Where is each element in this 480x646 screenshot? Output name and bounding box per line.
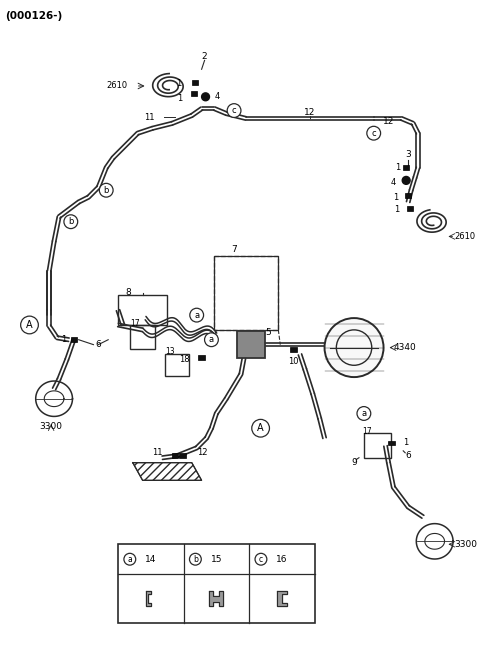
Circle shape — [190, 308, 204, 322]
Circle shape — [64, 215, 78, 229]
Circle shape — [324, 318, 384, 377]
Bar — [215, 256, 278, 330]
Text: 1: 1 — [176, 79, 181, 88]
Text: 11: 11 — [152, 448, 162, 457]
Text: c: c — [372, 129, 376, 138]
Bar — [165, 355, 189, 376]
Circle shape — [402, 176, 410, 184]
Circle shape — [190, 554, 201, 565]
Bar — [198, 355, 205, 360]
Text: 4: 4 — [215, 92, 220, 101]
Bar — [407, 207, 413, 211]
Bar — [237, 331, 264, 359]
Text: 3300: 3300 — [40, 422, 62, 431]
Circle shape — [204, 333, 218, 347]
Bar — [192, 79, 198, 85]
Bar — [364, 433, 391, 458]
Text: 17: 17 — [130, 318, 140, 328]
Text: c: c — [259, 555, 263, 564]
Circle shape — [357, 406, 371, 421]
Text: 7: 7 — [231, 245, 237, 254]
Circle shape — [99, 183, 113, 197]
Text: 15: 15 — [211, 555, 222, 564]
Bar — [130, 325, 156, 349]
Circle shape — [202, 93, 209, 101]
Text: 12: 12 — [304, 108, 315, 117]
Bar — [191, 91, 197, 96]
Text: 9: 9 — [351, 458, 357, 467]
Text: a: a — [361, 409, 366, 418]
Text: 3300: 3300 — [455, 540, 477, 549]
Bar — [118, 545, 315, 623]
Text: A: A — [26, 320, 33, 330]
Text: 2: 2 — [202, 52, 207, 61]
Circle shape — [252, 419, 269, 437]
Polygon shape — [209, 590, 223, 607]
Text: 18: 18 — [179, 355, 190, 364]
Text: 3: 3 — [405, 151, 411, 160]
Text: A: A — [257, 423, 264, 433]
Text: b: b — [104, 186, 109, 194]
Text: 5: 5 — [265, 328, 271, 337]
Bar — [215, 256, 278, 330]
Polygon shape — [277, 590, 287, 607]
Text: 1: 1 — [394, 205, 399, 214]
Text: 4340: 4340 — [394, 343, 416, 352]
Text: b: b — [68, 217, 73, 226]
Circle shape — [367, 127, 381, 140]
Text: (000126-): (000126-) — [5, 11, 62, 21]
Circle shape — [227, 104, 241, 118]
Text: 1: 1 — [393, 193, 398, 202]
Text: a: a — [128, 555, 132, 564]
Circle shape — [124, 554, 136, 565]
Text: 1: 1 — [61, 335, 67, 344]
Circle shape — [255, 554, 267, 565]
Bar — [289, 347, 297, 352]
Bar — [405, 193, 411, 198]
Text: 6: 6 — [405, 452, 411, 460]
Bar — [180, 453, 186, 458]
Text: 11: 11 — [144, 113, 155, 122]
Text: 12: 12 — [197, 448, 207, 457]
Text: 16: 16 — [276, 555, 288, 564]
Text: 1: 1 — [403, 439, 408, 448]
Text: c: c — [232, 106, 236, 115]
Bar — [388, 441, 395, 446]
Circle shape — [21, 316, 38, 334]
Text: 2610: 2610 — [455, 232, 476, 241]
Text: 1: 1 — [177, 94, 182, 103]
Text: a: a — [194, 311, 199, 320]
Text: 1: 1 — [395, 163, 400, 172]
Text: b: b — [193, 555, 198, 564]
Bar — [172, 453, 179, 458]
Text: 8: 8 — [125, 288, 131, 297]
Text: a: a — [209, 335, 214, 344]
Text: 10: 10 — [288, 357, 299, 366]
Text: 2610: 2610 — [107, 81, 128, 90]
Text: 12: 12 — [383, 117, 394, 126]
Bar — [403, 165, 409, 170]
Text: 6: 6 — [96, 340, 101, 349]
Text: 4: 4 — [391, 178, 396, 187]
Text: 17: 17 — [362, 426, 372, 435]
Polygon shape — [146, 590, 151, 607]
Text: 13: 13 — [165, 347, 175, 356]
Bar — [118, 295, 167, 325]
Text: 14: 14 — [145, 555, 156, 564]
Bar — [71, 337, 77, 342]
